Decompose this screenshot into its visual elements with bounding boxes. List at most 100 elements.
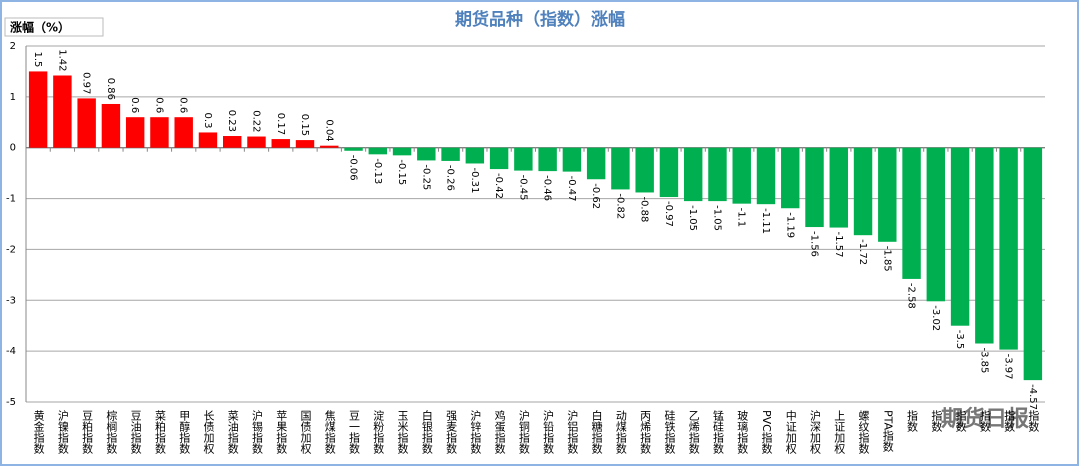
bar [659,147,679,198]
bar [538,147,557,172]
x-tick-label: 沪铅指数 [542,409,555,455]
value-label: 0.6 [129,97,140,113]
bar [999,147,1018,350]
bar [878,147,897,242]
bar [902,147,921,279]
bar [562,147,582,172]
value-label: -0.45 [517,175,528,201]
bar [586,147,606,180]
chart-title: 期货品种（指数）涨幅 [455,9,625,30]
bar [344,147,363,151]
x-tick-label: 菜粕指数 [153,410,166,455]
bar [125,117,145,148]
x-tick-label: 中证加权 [784,410,797,455]
bar [150,117,169,148]
x-tick-label: 甲醇指数 [178,410,191,455]
bar [101,103,121,148]
value-label: 0.6 [153,97,164,113]
value-label: -0.82 [614,193,625,219]
bar [441,147,460,161]
value-label: -1.19 [784,212,795,238]
bar [732,147,751,204]
bar [392,147,412,156]
bar [805,147,824,228]
bar [635,147,654,193]
value-label: 1.42 [56,49,67,71]
x-tick-label: 沪铜指数 [517,409,530,455]
bar [198,132,218,148]
value-label: -1.1 [736,208,747,228]
x-tick-label: 指数 [1027,409,1040,433]
x-tick-label: 沪锌指数 [469,409,482,455]
bar [1023,147,1043,381]
value-label: -0.62 [590,183,601,209]
value-label: -0.97 [663,201,674,227]
x-tick-label: 豆一指数 [348,410,361,455]
y-label-box [4,17,104,37]
value-label: -0.42 [493,173,504,199]
value-label: -1.05 [687,205,698,231]
value-label: 1.5 [32,52,43,68]
x-tick-label: 硅铁指数 [663,410,676,455]
bar [465,147,485,164]
x-tick-label: 强麦指数 [445,410,458,455]
value-label: -3.02 [930,305,941,331]
y-tick-label: -1 [6,194,16,205]
value-label: 0.97 [81,72,92,94]
x-tick-label: 指数 [930,409,943,433]
bar [77,98,96,148]
x-tick-label: 指数 [1003,409,1016,433]
value-label: -0.88 [639,196,650,222]
bar [247,136,266,148]
x-tick-label: 鸡蛋指数 [493,409,506,455]
x-tick-label: 乙烯指数 [687,410,700,455]
bar [174,117,193,148]
y-label: 涨幅（%） [10,20,70,35]
bar [975,147,994,344]
x-tick-label: 锰硅指数 [711,409,724,455]
value-label: 0.17 [275,113,286,135]
bar [853,147,873,236]
bar [320,145,339,148]
y-tick-label: -2 [6,244,16,255]
value-label: -1.56 [809,231,820,257]
x-tick-label: 淀粉指数 [372,409,385,455]
value-label: -1.85 [881,246,892,272]
value-label: 0.3 [202,113,213,129]
x-tick-label: 豆粕指数 [81,410,94,455]
bar [683,147,703,202]
x-tick-label: 上证加权 [833,410,846,455]
value-label: 0.6 [178,97,189,113]
value-label: -0.06 [348,155,359,181]
value-label: -1.05 [711,205,722,231]
x-tick-label: 黄金指数 [32,409,45,455]
value-label: -0.46 [542,175,553,201]
x-tick-label: 沪镍指数 [56,409,69,455]
y-tick-label: 0 [10,143,16,154]
x-tick-label: PTA指数 [881,410,894,453]
x-tick-label: 豆油指数 [129,410,142,455]
value-label: 0.04 [323,119,334,141]
x-tick-label: 沪铝指数 [566,409,579,455]
bar [53,75,72,148]
bar [271,139,290,148]
x-tick-label: 螺纹指数 [857,410,870,455]
x-tick-label: 指数 [978,409,991,433]
value-label: -3.97 [1003,354,1014,380]
x-tick-label: 玻璃指数 [736,410,749,455]
value-label: -3.85 [978,348,989,374]
x-tick-label: 白糖指数 [590,409,603,455]
value-label: 0.23 [226,110,237,132]
x-tick-label: 沪锡指数 [250,409,263,455]
value-label: -4.57 [1027,384,1038,410]
value-label: -0.31 [469,167,480,193]
x-tick-label: 动煤指数 [614,410,627,455]
y-tick-label: 1 [10,92,16,103]
x-tick-label: 菜油指数 [226,410,239,455]
value-label: 0.15 [299,114,310,136]
y-tick-label: -4 [6,346,16,357]
value-label: -1.72 [857,239,868,265]
bar [781,147,800,209]
x-tick-label: 白银指数 [420,409,433,455]
